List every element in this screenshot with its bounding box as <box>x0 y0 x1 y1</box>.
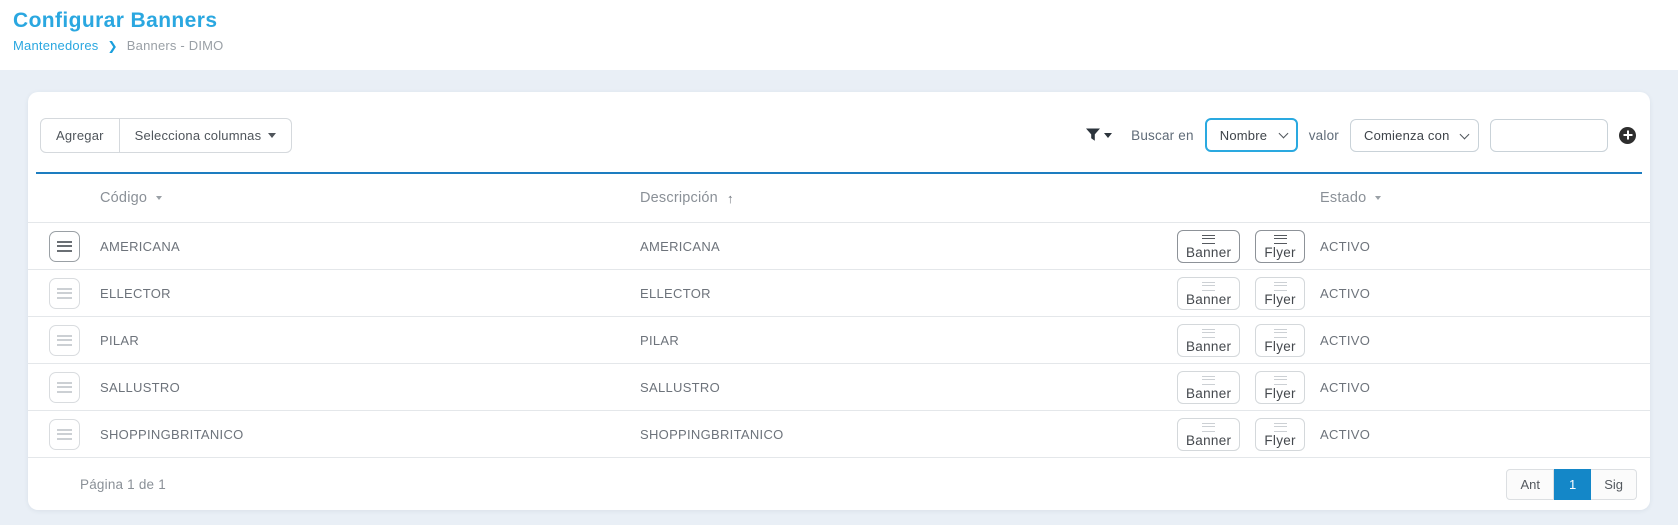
banner-button[interactable]: Banner <box>1177 276 1241 310</box>
breadcrumb-link-mantenedores[interactable]: Mantenedores <box>13 38 99 53</box>
descripcion-cell: AMERICANA <box>640 238 720 254</box>
page-header: Configurar Banners Mantenedores ❯ Banner… <box>0 0 1678 70</box>
hamburger-icon <box>56 240 72 252</box>
flyer-button[interactable]: Flyer <box>1255 417 1305 451</box>
main-content: Agregar Selecciona columnas Buscar en <box>0 92 1678 510</box>
hamburger-icon <box>56 428 72 440</box>
table-row: AMERICANA AMERICANA Banner Flyer ACTIVO <box>28 222 1650 269</box>
valor-label: valor <box>1308 127 1339 143</box>
column-header-descripcion[interactable]: Descripción ↑ <box>640 190 734 206</box>
banners-table: Código Descripción ↑ Estado AMERICANA AM… <box>28 174 1650 457</box>
hamburger-icon <box>56 334 72 346</box>
codigo-cell: SHOPPINGBRITANICO <box>100 426 244 442</box>
page-title: Configurar Banners <box>13 9 218 32</box>
chevron-down-icon <box>1375 196 1382 200</box>
hamburger-icon <box>1273 234 1287 244</box>
table-header-row: Código Descripción ↑ Estado <box>28 174 1650 222</box>
search-field-select[interactable]: Nombre <box>1204 118 1298 152</box>
codigo-cell: SALLUSTRO <box>100 379 181 395</box>
codigo-cell: PILAR <box>100 332 140 348</box>
row-menu-button[interactable] <box>48 371 80 403</box>
hamburger-icon <box>1202 375 1216 385</box>
plus-circle-icon[interactable] <box>1619 126 1636 144</box>
table-row: SALLUSTRO SALLUSTRO Banner Flyer ACTIVO <box>28 363 1650 410</box>
chevron-down-icon <box>156 196 163 200</box>
select-columns-label: Selecciona columnas <box>134 127 262 143</box>
filter-button[interactable] <box>1085 127 1113 143</box>
toolbar: Agregar Selecciona columnas Buscar en <box>28 92 1650 172</box>
breadcrumb: Mantenedores ❯ Banners - DIMO <box>13 38 1664 53</box>
funnel-icon <box>1086 128 1101 141</box>
table-row: PILAR PILAR Banner Flyer ACTIVO <box>28 316 1650 363</box>
search-value-input[interactable] <box>1490 118 1608 152</box>
divider <box>36 172 1642 174</box>
table-row: ELLECTOR ELLECTOR Banner Flyer ACTIVO <box>28 269 1650 316</box>
agregar-button-label: Agregar <box>56 127 104 143</box>
agregar-button[interactable]: Agregar <box>40 117 120 153</box>
hamburger-icon <box>1273 328 1287 338</box>
chevron-right-icon: ❯ <box>107 38 118 53</box>
operator-select[interactable]: Comienza con <box>1350 118 1479 152</box>
page-info: Página 1 de 1 <box>80 476 166 492</box>
toolbar-button-group: Agregar Selecciona columnas <box>40 117 293 153</box>
pagination: Ant 1 Sig <box>1506 468 1637 500</box>
descripcion-cell: SHOPPINGBRITANICO <box>640 426 784 442</box>
buscar-en-label: Buscar en <box>1131 127 1194 143</box>
next-page-button[interactable]: Sig <box>1591 468 1637 500</box>
row-menu-button[interactable] <box>48 418 80 450</box>
banner-button[interactable]: Banner <box>1177 323 1241 357</box>
estado-cell: ACTIVO <box>1320 379 1371 395</box>
estado-cell: ACTIVO <box>1320 426 1371 442</box>
banner-button[interactable]: Banner <box>1177 370 1241 404</box>
estado-cell: ACTIVO <box>1320 285 1371 301</box>
table-row: SHOPPINGBRITANICO SHOPPINGBRITANICO Bann… <box>28 410 1650 457</box>
descripcion-cell: PILAR <box>640 332 680 348</box>
hamburger-icon <box>56 381 72 393</box>
breadcrumb-current: Banners - DIMO <box>126 38 224 53</box>
row-menu-button[interactable] <box>48 277 80 309</box>
column-header-codigo[interactable]: Código <box>100 190 640 206</box>
prev-page-button[interactable]: Ant <box>1506 468 1554 500</box>
flyer-button[interactable]: Flyer <box>1255 229 1305 263</box>
descripcion-cell: ELLECTOR <box>640 285 711 301</box>
arrow-up-icon: ↑ <box>726 190 734 206</box>
hamburger-icon <box>1202 422 1216 432</box>
flyer-button[interactable]: Flyer <box>1255 323 1305 357</box>
estado-cell: ACTIVO <box>1320 332 1371 348</box>
hamburger-icon <box>1202 234 1216 244</box>
flyer-button[interactable]: Flyer <box>1255 276 1305 310</box>
codigo-cell: AMERICANA <box>100 238 180 254</box>
search-field-select-wrap: Nombre <box>1204 118 1298 152</box>
current-page-button[interactable]: 1 <box>1553 468 1592 500</box>
row-menu-button[interactable] <box>48 324 80 356</box>
flyer-button[interactable]: Flyer <box>1255 370 1305 404</box>
select-columns-button[interactable]: Selecciona columnas <box>119 117 293 153</box>
hamburger-icon <box>1202 281 1216 291</box>
row-menu-button[interactable] <box>48 230 80 262</box>
hamburger-icon <box>1273 422 1287 432</box>
column-header-estado[interactable]: Estado <box>1320 190 1650 206</box>
hamburger-icon <box>1202 328 1216 338</box>
banner-button[interactable]: Banner <box>1177 417 1241 451</box>
chevron-down-icon <box>1104 132 1113 138</box>
search-area: Buscar en Nombre valor Comienza con <box>1085 118 1636 152</box>
hamburger-icon <box>56 287 72 299</box>
estado-cell: ACTIVO <box>1320 238 1371 254</box>
hamburger-icon <box>1273 375 1287 385</box>
table-footer: Página 1 de 1 Ant 1 Sig <box>28 457 1650 510</box>
chevron-down-icon <box>268 132 277 138</box>
codigo-cell: ELLECTOR <box>100 285 171 301</box>
descripcion-cell: SALLUSTRO <box>640 379 721 395</box>
hamburger-icon <box>1273 281 1287 291</box>
operator-select-wrap: Comienza con <box>1350 118 1479 152</box>
banners-card: Agregar Selecciona columnas Buscar en <box>28 92 1650 510</box>
banner-button[interactable]: Banner <box>1177 229 1241 263</box>
